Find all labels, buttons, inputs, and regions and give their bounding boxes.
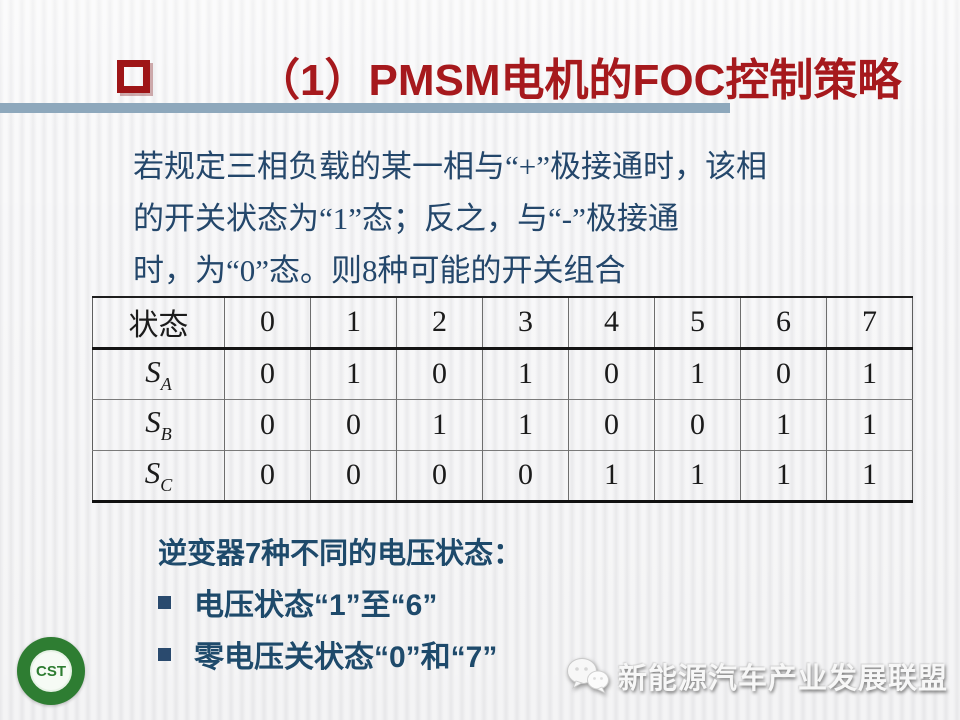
cst-seal-logo: CST (17, 637, 85, 705)
header-cell: 3 (482, 297, 569, 350)
header-cell: 0 (224, 297, 311, 350)
watermark: 新能源汽车产业发展联盟 (566, 655, 948, 697)
row-label: SA (145, 353, 172, 394)
header-cell: 2 (396, 297, 483, 350)
page-title: （1）PMSM电机的FOC控制策略 (256, 56, 902, 105)
header-cell: 4 (568, 297, 655, 350)
table-row: SB 0 0 1 1 0 0 1 1 (92, 398, 913, 450)
table-cell: 0 (654, 398, 741, 450)
table-cell: 1 (482, 348, 569, 399)
notes-heading: 逆变器7种不同的电压状态： (158, 538, 523, 570)
table-cell: 0 (310, 449, 397, 501)
table-cell: 0 (224, 449, 311, 501)
paragraph-line: 的开关状态为“1”态；反之，与“-”极接通 (133, 201, 679, 236)
table-cell: 1 (826, 449, 913, 501)
square-bullet-icon (158, 647, 171, 661)
table-cell: 1 (568, 449, 655, 501)
table-cell: 1 (654, 449, 741, 501)
square-bullet-icon (158, 595, 171, 609)
table-cell: 0 (482, 449, 569, 501)
table-cell: 0 (224, 398, 311, 450)
header-cell: 1 (310, 297, 397, 350)
cst-seal-inner: CST (30, 650, 72, 692)
title-underline (0, 103, 730, 113)
table-cell: 1 (310, 348, 397, 399)
table-cell: 1 (396, 398, 483, 450)
switch-state-table: 状态 0 1 2 3 4 5 6 7 SA 0 1 0 1 0 1 0 1 (92, 296, 913, 503)
body-paragraph: 若规定三相负载的某一相与“+”极接通时，该相 的开关状态为“1”态；反之，与“-… (133, 141, 913, 297)
table-cell: 1 (740, 398, 827, 450)
hollow-square-icon (117, 60, 150, 93)
table-cell: 1 (826, 348, 913, 399)
table-row: SC 0 0 0 0 1 1 1 1 (92, 449, 913, 501)
table-cell: 1 (482, 398, 569, 450)
header-cell: 6 (740, 297, 827, 350)
row-label: SC (92, 449, 225, 501)
table-cell: 0 (224, 348, 311, 399)
table-row: SA 0 1 0 1 0 1 0 1 (93, 348, 913, 399)
wechat-icon (566, 658, 609, 694)
table-cell: 0 (396, 348, 483, 399)
table-cell: 1 (740, 449, 827, 501)
row-label: SB (92, 398, 225, 450)
header-cell: 5 (654, 297, 741, 350)
table-cell: 0 (568, 398, 655, 450)
note-text: 零电压关状态“0”和“7” (194, 641, 498, 674)
table-cell: 0 (396, 449, 483, 501)
note-text: 电压状态“1”至“6” (194, 589, 438, 622)
table-cell: 0 (740, 348, 827, 399)
list-item: 零电压关状态“0”和“7” (158, 632, 497, 676)
header-cell: 7 (826, 297, 913, 350)
table-header-row: 状态 0 1 2 3 4 5 6 7 (92, 297, 913, 350)
watermark-text: 新能源汽车产业发展联盟 (617, 663, 948, 695)
header-cell: 状态 (92, 297, 225, 350)
table-cell: 0 (568, 348, 655, 399)
table-cell: 0 (310, 398, 397, 450)
paragraph-line: 时，为“0”态。则8种可能的开关组合 (133, 253, 626, 288)
list-item: 电压状态“1”至“6” (158, 580, 437, 624)
table-cell: 1 (826, 398, 913, 450)
logo-text: CST (36, 662, 66, 680)
paragraph-line: 若规定三相负载的某一相与“+”极接通时，该相 (133, 149, 767, 184)
table-cell: 1 (654, 348, 741, 399)
